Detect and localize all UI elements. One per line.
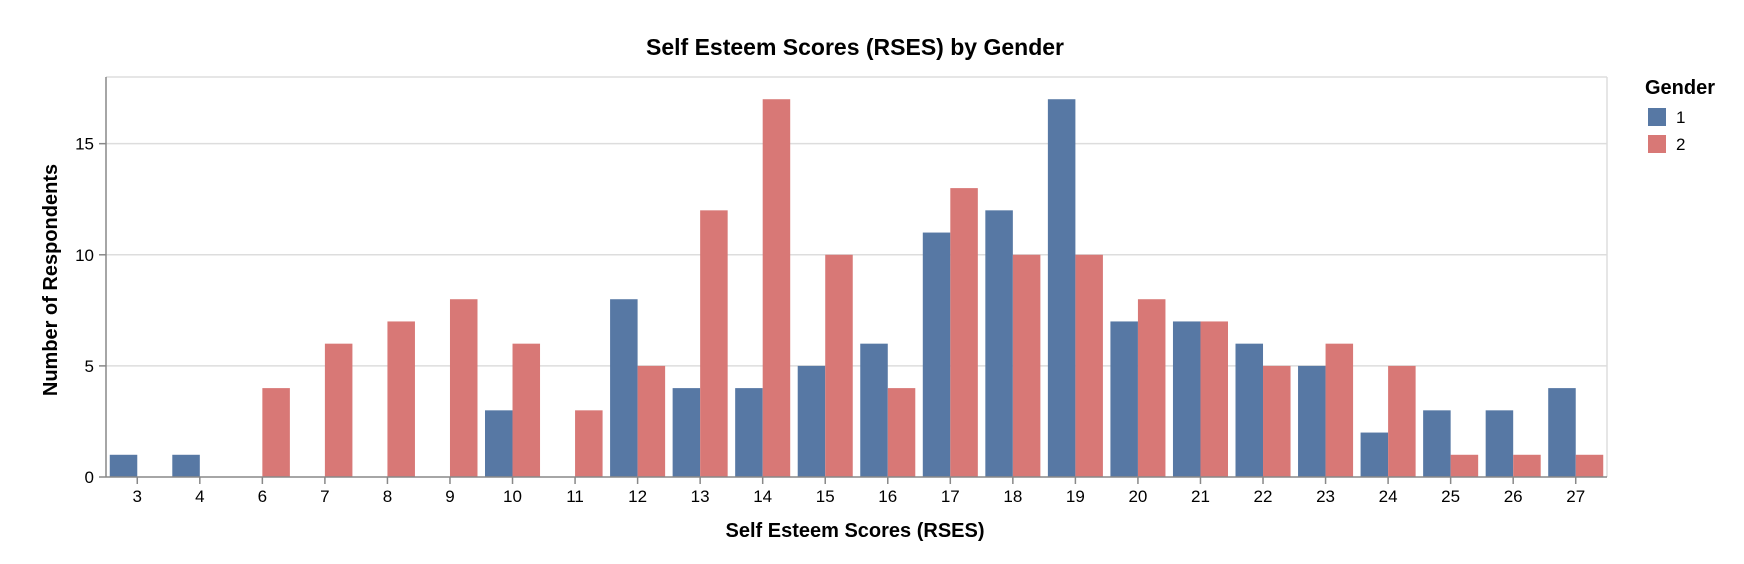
bar-gender-1-score-20	[1110, 321, 1138, 477]
x-tick-label: 12	[628, 487, 647, 506]
bar-gender-2-score-14	[762, 99, 791, 477]
bar-gender-2-score-20	[1137, 299, 1166, 477]
y-tick-label: 5	[85, 357, 94, 376]
bar-gender-1-score-19	[1047, 99, 1076, 477]
bar-gender-1-score-10	[485, 410, 513, 477]
x-tick-label: 13	[691, 487, 710, 506]
bar-gender-2-score-24	[1388, 365, 1416, 477]
x-tick-label: 25	[1441, 487, 1460, 506]
x-tick-label: 4	[195, 487, 204, 506]
bars	[109, 99, 1604, 478]
bar-gender-1-score-3	[109, 454, 138, 477]
x-tick-label: 18	[1003, 487, 1022, 506]
y-tick-label: 0	[85, 468, 94, 487]
x-tick-label: 11	[566, 487, 584, 506]
bar-gender-2-score-12	[637, 365, 666, 477]
bar-gender-2-score-19	[1075, 254, 1103, 477]
y-tick-label: 10	[75, 246, 94, 265]
bar-gender-1-score-16	[860, 343, 888, 477]
bar-gender-1-score-26	[1485, 410, 1514, 477]
bar-gender-1-score-27	[1548, 388, 1576, 477]
bar-gender-2-score-25	[1450, 454, 1479, 477]
bar-gender-2-score-16	[887, 388, 916, 477]
bar-gender-1-score-12	[610, 299, 638, 477]
bar-gender-1-score-23	[1298, 365, 1326, 477]
bar-gender-1-score-22	[1235, 343, 1264, 477]
x-tick-label: 21	[1191, 487, 1210, 506]
bar-gender-2-score-18	[1012, 254, 1041, 477]
bar-gender-1-score-13	[672, 388, 701, 477]
bar-gender-2-score-23	[1325, 343, 1354, 477]
y-axis-title: Number of Respondents	[40, 164, 62, 396]
x-tick-label: 3	[133, 487, 142, 506]
x-axis-title: Self Esteem Scores (RSES)	[726, 520, 985, 542]
bar-gender-2-score-6	[262, 388, 290, 477]
bar-gender-2-score-26	[1513, 454, 1541, 477]
bar-gender-2-score-15	[825, 254, 853, 477]
x-tick-label: 19	[1066, 487, 1085, 506]
axes: 0 5 10 15 3 4 6 7 8 9 10 11 12 13 14 15 16 17 18 19 20 21 22 23…	[75, 77, 1607, 506]
bar-gender-1-score-4	[172, 454, 200, 477]
legend-label-1: 1	[1676, 108, 1685, 127]
legend: Gender 1 2	[1645, 77, 1715, 154]
bar-gender-1-score-25	[1423, 410, 1451, 477]
bar-gender-1-score-15	[797, 365, 826, 477]
y-tick-label: 15	[75, 135, 94, 154]
legend-label-2: 2	[1676, 135, 1685, 154]
x-tick-label: 8	[383, 487, 392, 506]
x-tick-label: 15	[816, 487, 835, 506]
x-tick-label: 10	[503, 487, 522, 506]
x-tick-label: 6	[258, 487, 267, 506]
bar-gender-1-score-17	[922, 232, 951, 477]
legend-swatch-1	[1648, 108, 1666, 126]
bar-gender-2-score-7	[324, 343, 353, 477]
x-tick-label: 17	[941, 487, 960, 506]
bar-gender-1-score-18	[985, 210, 1013, 478]
bar-gender-2-score-17	[950, 188, 978, 477]
legend-title: Gender	[1645, 77, 1715, 99]
x-tick-label: 7	[320, 487, 329, 506]
x-tick-label: 26	[1504, 487, 1523, 506]
x-tick-label: 22	[1254, 487, 1273, 506]
bar-gender-2-score-22	[1263, 365, 1291, 477]
gridlines	[106, 76, 1608, 477]
x-tick-label: 9	[445, 487, 454, 506]
chart-title: Self Esteem Scores (RSES) by Gender	[646, 34, 1064, 60]
bar-gender-2-score-21	[1200, 321, 1228, 477]
bar-gender-2-score-13	[700, 210, 728, 478]
bar-gender-1-score-21	[1172, 321, 1201, 477]
bar-gender-2-score-10	[512, 343, 541, 477]
x-tick-label: 23	[1316, 487, 1335, 506]
legend-swatch-2	[1648, 135, 1666, 153]
x-tick-label: 24	[1379, 487, 1398, 506]
x-tick-label: 27	[1566, 487, 1585, 506]
bar-gender-2-score-8	[387, 321, 415, 477]
bar-gender-1-score-24	[1360, 432, 1389, 477]
x-tick-label: 16	[878, 487, 897, 506]
x-tick-label: 20	[1128, 487, 1147, 506]
x-tick-label: 14	[753, 487, 772, 506]
bar-gender-2-score-27	[1575, 454, 1604, 477]
bar-gender-2-score-9	[449, 299, 478, 477]
bar-gender-2-score-11	[575, 410, 603, 477]
bar-gender-1-score-14	[735, 388, 763, 477]
